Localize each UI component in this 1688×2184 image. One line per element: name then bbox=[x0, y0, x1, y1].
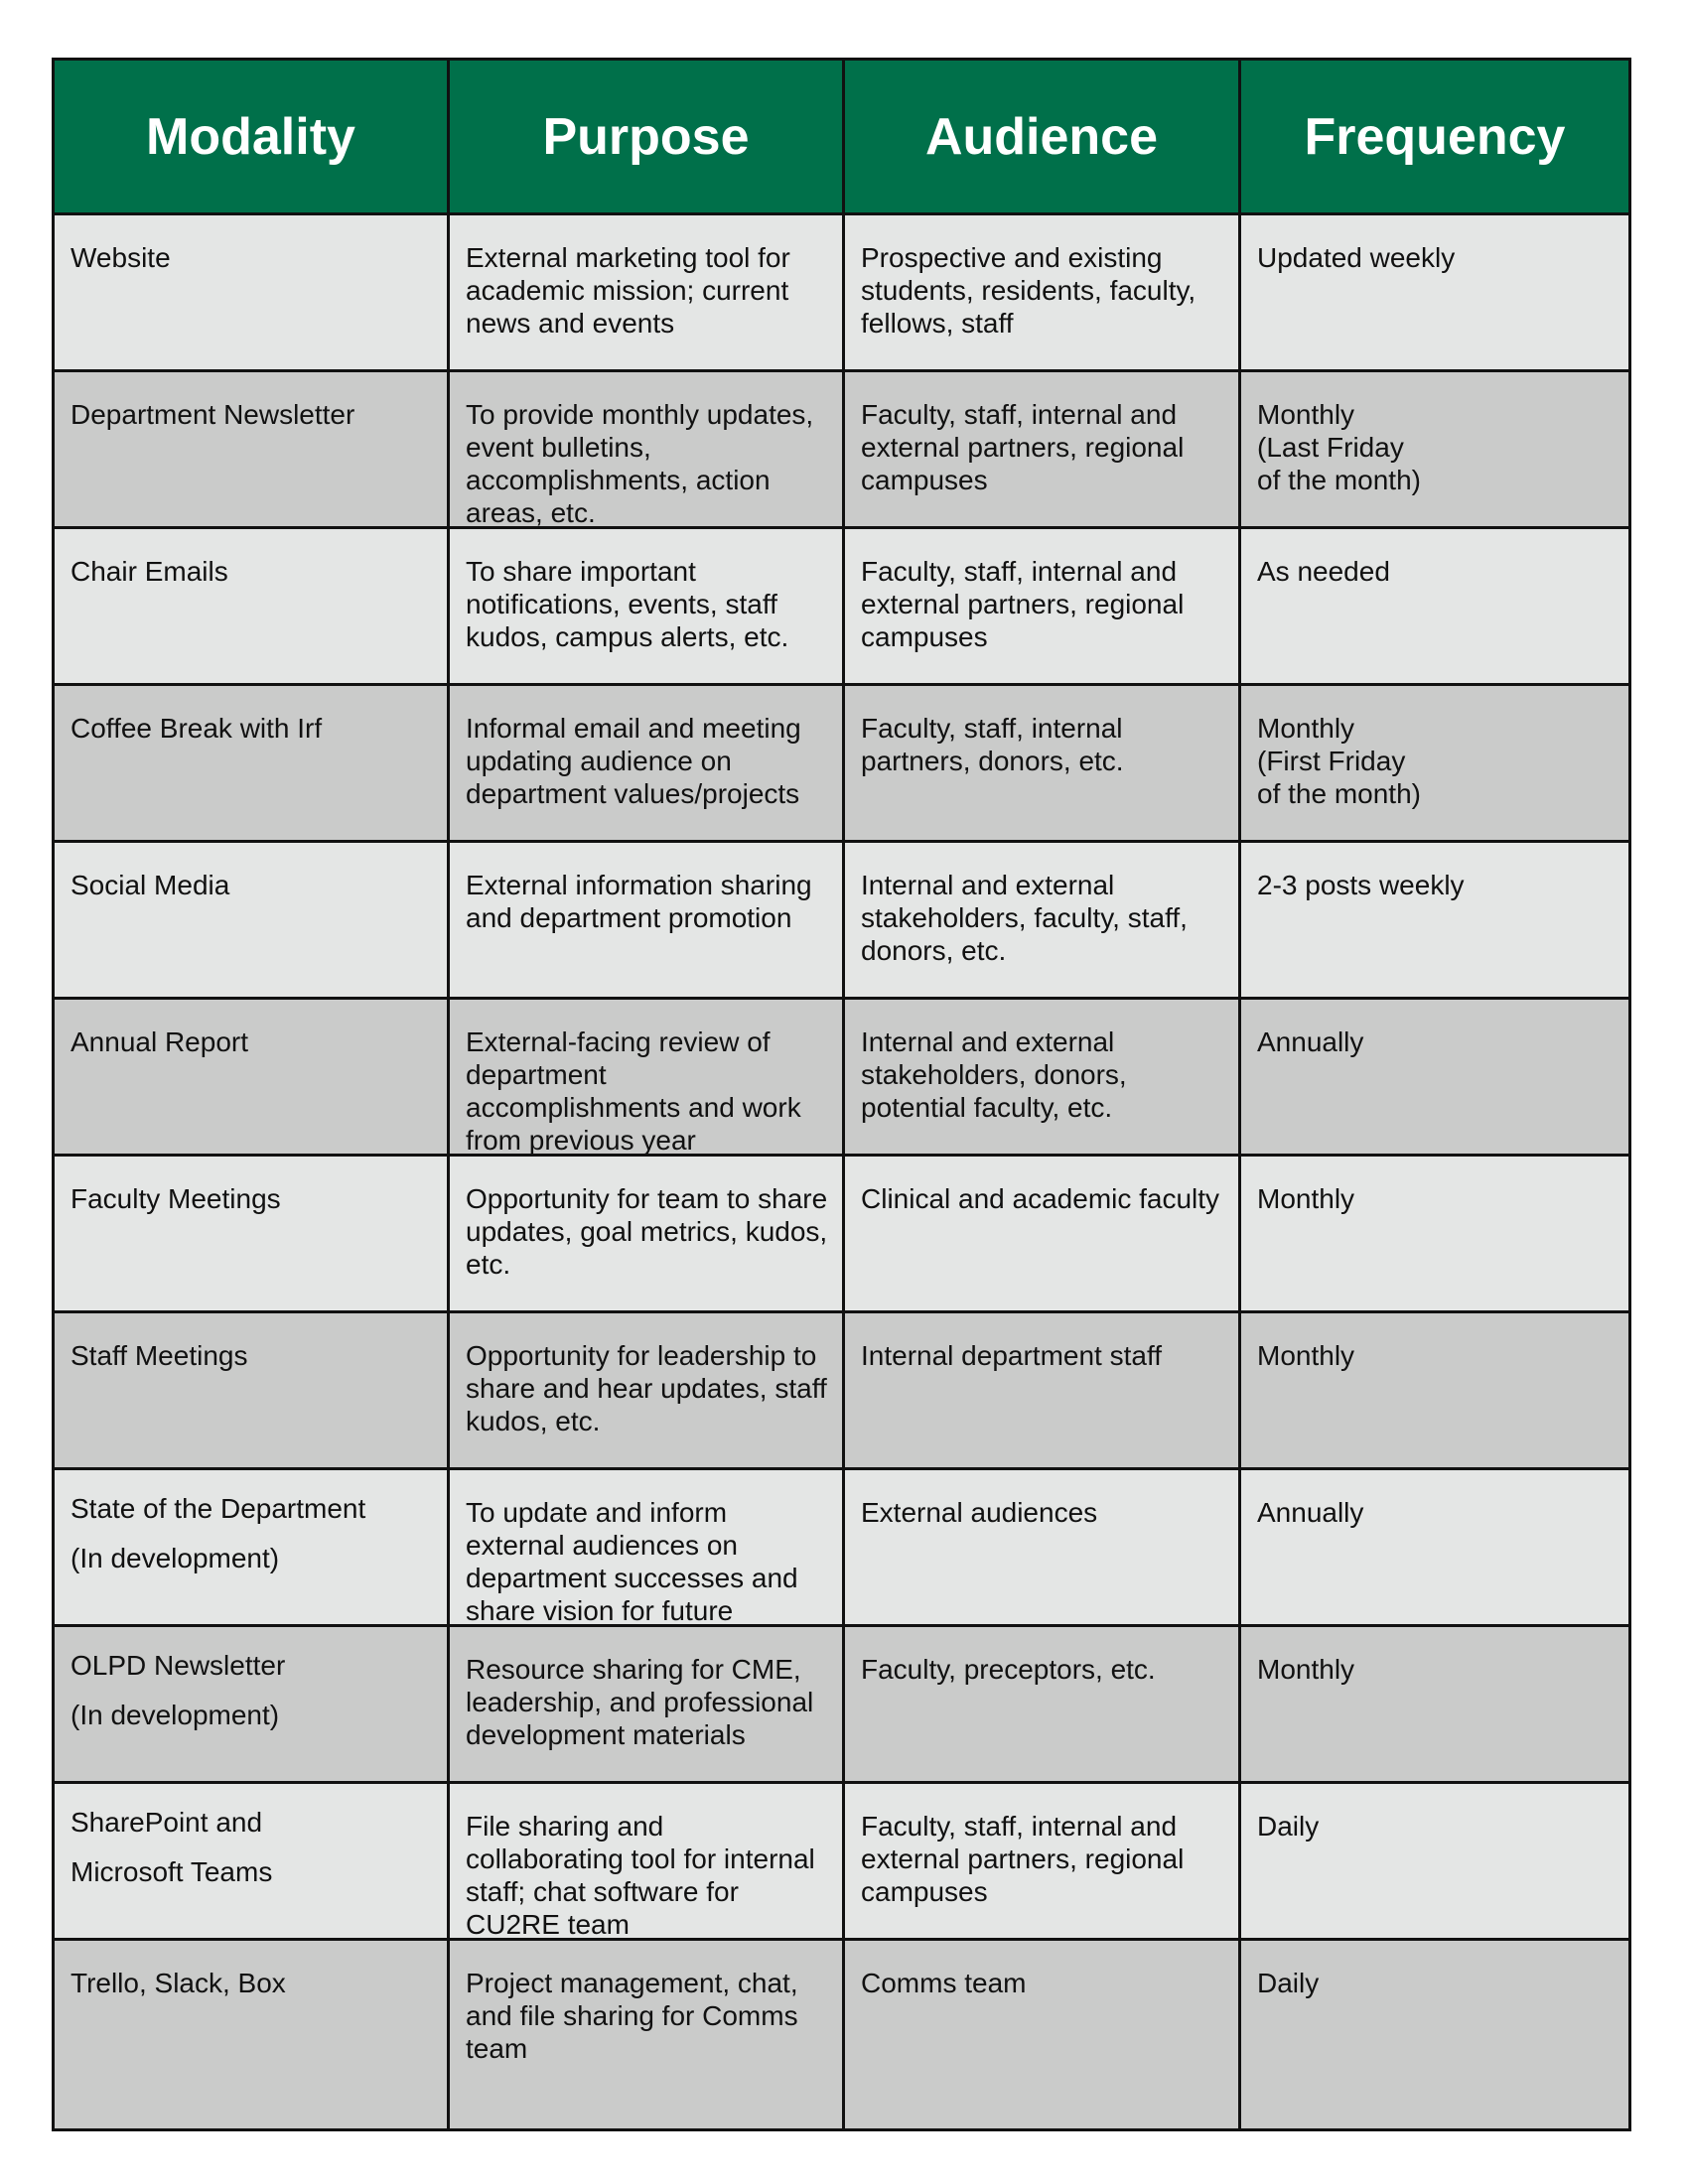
cell-audience: Faculty, preceptors, etc. bbox=[845, 1627, 1241, 1784]
cell-audience: Internal and external stakeholders, dono… bbox=[845, 1000, 1241, 1157]
cell-frequency: 2-3 posts weekly bbox=[1241, 843, 1628, 1000]
column-header-audience: Audience bbox=[845, 61, 1241, 215]
cell-purpose: Project management, chat, and file shari… bbox=[450, 1941, 845, 2128]
cell-purpose: File sharing and collaborating tool for … bbox=[450, 1784, 845, 1941]
cell-frequency: Daily bbox=[1241, 1941, 1628, 2128]
cell-audience: Internal department staff bbox=[845, 1313, 1241, 1470]
cell-audience: Faculty, staff, internal partners, donor… bbox=[845, 686, 1241, 843]
cell-modality: Annual Report bbox=[55, 1000, 450, 1157]
cell-audience: External audiences bbox=[845, 1470, 1241, 1627]
column-header-modality: Modality bbox=[55, 61, 450, 215]
cell-modality: Coffee Break with Irf bbox=[55, 686, 450, 843]
cell-purpose: External-facing review of department acc… bbox=[450, 1000, 845, 1157]
cell-modality: OLPD Newsletter (In development) bbox=[55, 1627, 450, 1784]
communications-table: Modality Purpose Audience Frequency Website E… bbox=[52, 58, 1631, 2131]
cell-modality: Faculty Meetings bbox=[55, 1157, 450, 1313]
cell-modality: Social Media bbox=[55, 843, 450, 1000]
cell-frequency: Monthly bbox=[1241, 1157, 1628, 1313]
cell-frequency: Annually bbox=[1241, 1000, 1628, 1157]
cell-frequency: Updated weekly bbox=[1241, 215, 1628, 372]
cell-purpose: To share important notifications, events… bbox=[450, 529, 845, 686]
cell-purpose: To update and inform external audiences … bbox=[450, 1470, 845, 1627]
cell-audience: Faculty, staff, internal and external pa… bbox=[845, 529, 1241, 686]
cell-purpose: Resource sharing for CME, leadership, an… bbox=[450, 1627, 845, 1784]
cell-purpose: External information sharing and departm… bbox=[450, 843, 845, 1000]
cell-frequency: Daily bbox=[1241, 1784, 1628, 1941]
cell-purpose: To provide monthly updates, event bullet… bbox=[450, 372, 845, 529]
cell-purpose: Opportunity for team to share updates, g… bbox=[450, 1157, 845, 1313]
cell-modality: Trello, Slack, Box bbox=[55, 1941, 450, 2128]
cell-audience: Faculty, staff, internal and external pa… bbox=[845, 1784, 1241, 1941]
cell-frequency: Monthly bbox=[1241, 1313, 1628, 1470]
cell-audience: Comms team bbox=[845, 1941, 1241, 2128]
cell-purpose: Opportunity for leadership to share and … bbox=[450, 1313, 845, 1470]
cell-frequency: Monthly (First Friday of the month) bbox=[1241, 686, 1628, 843]
cell-frequency: Monthly (Last Friday of the month) bbox=[1241, 372, 1628, 529]
cell-modality: Staff Meetings bbox=[55, 1313, 450, 1470]
cell-modality: Website bbox=[55, 215, 450, 372]
cell-frequency: Annually bbox=[1241, 1470, 1628, 1627]
cell-modality: SharePoint and Microsoft Teams bbox=[55, 1784, 450, 1941]
column-header-purpose: Purpose bbox=[450, 61, 845, 215]
cell-modality: Department Newsletter bbox=[55, 372, 450, 529]
cell-frequency: Monthly bbox=[1241, 1627, 1628, 1784]
cell-audience: Internal and external stakeholders, facu… bbox=[845, 843, 1241, 1000]
cell-audience: Faculty, staff, internal and external pa… bbox=[845, 372, 1241, 529]
cell-frequency: As needed bbox=[1241, 529, 1628, 686]
cell-purpose: External marketing tool for academic mis… bbox=[450, 215, 845, 372]
cell-modality: Chair Emails bbox=[55, 529, 450, 686]
cell-audience: Prospective and existing students, resid… bbox=[845, 215, 1241, 372]
cell-purpose: Informal email and meeting updating audi… bbox=[450, 686, 845, 843]
column-header-frequency: Frequency bbox=[1241, 61, 1628, 215]
cell-modality: State of the Department (In development) bbox=[55, 1470, 450, 1627]
cell-audience: Clinical and academic faculty bbox=[845, 1157, 1241, 1313]
